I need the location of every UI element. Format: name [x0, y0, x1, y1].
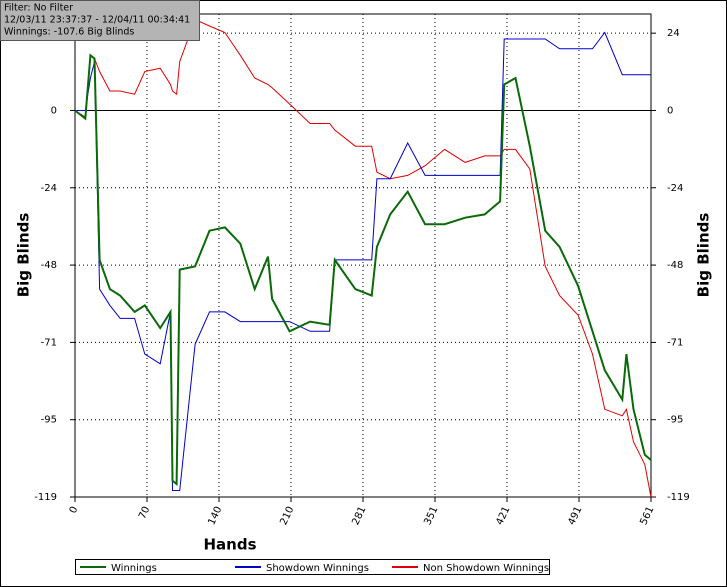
y2-tick-label: -24 [667, 183, 683, 194]
x-axis-title: Hands [203, 536, 256, 554]
y2-tick-label: 0 [667, 105, 673, 116]
x-tick-label: 70 [137, 505, 152, 521]
y-tick-label: -119 [34, 492, 57, 503]
lines [74, 18, 652, 498]
y-tick-label: -71 [41, 337, 57, 348]
info-line: 12/03/11 23:37:37 - 12/04/11 00:34:41 [4, 15, 190, 26]
legend-box [75, 559, 550, 575]
legend-label: Winnings [111, 563, 157, 574]
info-box: Filter: No Filter 12/03/11 23:37:37 - 12… [0, 0, 200, 41]
legend-label: Showdown Winnings [266, 563, 369, 574]
y-tick-label: 0 [51, 105, 57, 116]
y2-tick-label: 24 [667, 28, 680, 39]
y-tick-label: -24 [41, 183, 57, 194]
y2-axis-title: Big Blinds [695, 213, 713, 298]
y-axis-title: Big Blinds [15, 213, 33, 298]
info-line: Filter: No Filter [4, 3, 73, 14]
info-background [0, 0, 200, 41]
y2-tick-label: -48 [667, 260, 683, 271]
info-line: Winnings: -107.6 Big Blinds [4, 27, 134, 38]
y2-tick-label: -95 [667, 415, 683, 426]
series-line [74, 18, 652, 498]
legend: Winnings Showdown Winnings Non Showdown Wi… [80, 563, 549, 574]
y-tick-label: -95 [41, 415, 57, 426]
x-tick-label: 0 [68, 505, 81, 515]
y2-tick-label: -71 [667, 337, 683, 348]
legend-label: Non Showdown Winnings [423, 563, 549, 574]
y-tick-label: -48 [41, 260, 57, 271]
series-line [74, 53, 652, 487]
y2-tick-label: -119 [667, 492, 690, 503]
